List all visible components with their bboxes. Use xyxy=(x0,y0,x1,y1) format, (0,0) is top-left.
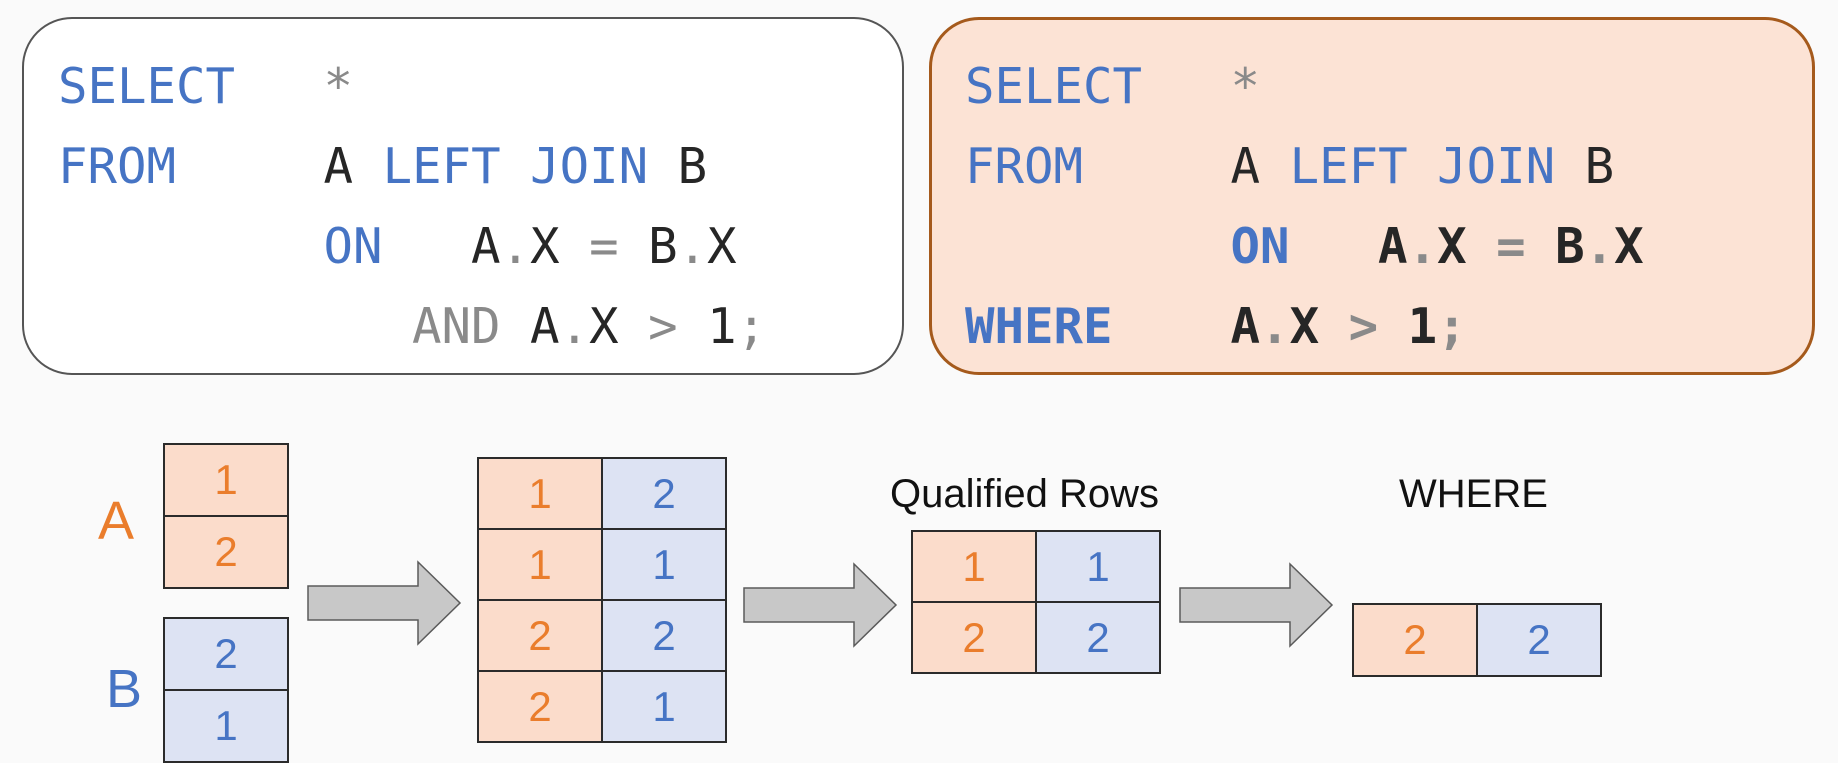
table-row: 2 2 xyxy=(911,601,1161,674)
table-cell: 1 xyxy=(1035,530,1161,603)
select-keyword: SELECT xyxy=(58,58,236,115)
table-cell: 1 xyxy=(163,689,289,763)
table-row: 2 1 xyxy=(477,670,727,743)
on-keyword: ON xyxy=(1230,218,1290,275)
table-cell: 2 xyxy=(477,670,603,743)
table-cell: 2 xyxy=(601,457,727,530)
table-row: 1 xyxy=(163,443,289,517)
where-keyword: WHERE xyxy=(965,298,1113,355)
table-a: 1 2 xyxy=(163,443,289,589)
table-b-ref: B xyxy=(1584,138,1615,195)
table-cell: 1 xyxy=(477,457,603,530)
and-keyword: AND xyxy=(412,298,501,355)
from-keyword: FROM xyxy=(965,138,1084,195)
table-cell: 2 xyxy=(1035,601,1161,674)
arrow-right-icon xyxy=(1179,562,1334,648)
table-a-ref: A xyxy=(1230,138,1261,195)
table-b: 2 1 xyxy=(163,617,289,763)
select-keyword: SELECT xyxy=(965,58,1143,115)
table-cell: 2 xyxy=(163,617,289,691)
table-cell: 2 xyxy=(1476,603,1602,677)
table-cell: 2 xyxy=(601,599,727,672)
right-query-panel: SELECT * FROM A LEFT JOIN B ON A.X = B.X… xyxy=(929,17,1815,375)
where-result-table: 2 2 xyxy=(1352,603,1602,677)
table-row: 2 2 xyxy=(1352,603,1602,677)
arrow-right-icon xyxy=(743,562,898,648)
left-query-code: SELECT * FROM A LEFT JOIN B ON A.X = B.X… xyxy=(58,58,767,355)
table-cell: 1 xyxy=(477,528,603,601)
table-b-ref: B xyxy=(677,138,708,195)
table-row: 2 2 xyxy=(477,599,727,672)
star-symbol: * xyxy=(1230,58,1261,115)
table-a-label: A xyxy=(98,491,135,551)
table-row: 1 1 xyxy=(911,530,1161,603)
qualified-rows-label: Qualified Rows xyxy=(890,472,1160,516)
left-join-keyword: LEFT JOIN xyxy=(1289,138,1556,195)
from-keyword: FROM xyxy=(58,138,177,195)
table-cell: 1 xyxy=(163,443,289,517)
table-a-ref: A xyxy=(323,138,354,195)
table-cell: 2 xyxy=(1352,603,1478,677)
arrow-right-icon xyxy=(307,560,462,646)
star-symbol: * xyxy=(323,58,354,115)
left-join-keyword: LEFT JOIN xyxy=(382,138,649,195)
table-cell: 1 xyxy=(601,670,727,743)
table-row: 2 xyxy=(163,617,289,691)
table-row: 1 xyxy=(163,689,289,763)
table-cell: 1 xyxy=(601,528,727,601)
qualified-table: 1 1 2 2 xyxy=(911,530,1161,674)
table-row: 2 xyxy=(163,515,289,589)
left-query-panel: SELECT * FROM A LEFT JOIN B ON A.X = B.X… xyxy=(22,17,904,375)
table-cell: 2 xyxy=(911,601,1037,674)
right-query-code: SELECT * FROM A LEFT JOIN B ON A.X = B.X… xyxy=(965,58,1644,355)
joined-table: 1 2 1 1 2 2 2 1 xyxy=(477,457,727,743)
table-cell: 1 xyxy=(911,530,1037,603)
table-b-label: B xyxy=(106,659,143,719)
table-row: 1 1 xyxy=(477,528,727,601)
table-cell: 2 xyxy=(163,515,289,589)
on-keyword: ON xyxy=(323,218,383,275)
table-cell: 2 xyxy=(477,599,603,672)
table-row: 1 2 xyxy=(477,457,727,530)
where-label: WHERE xyxy=(1399,472,1548,516)
